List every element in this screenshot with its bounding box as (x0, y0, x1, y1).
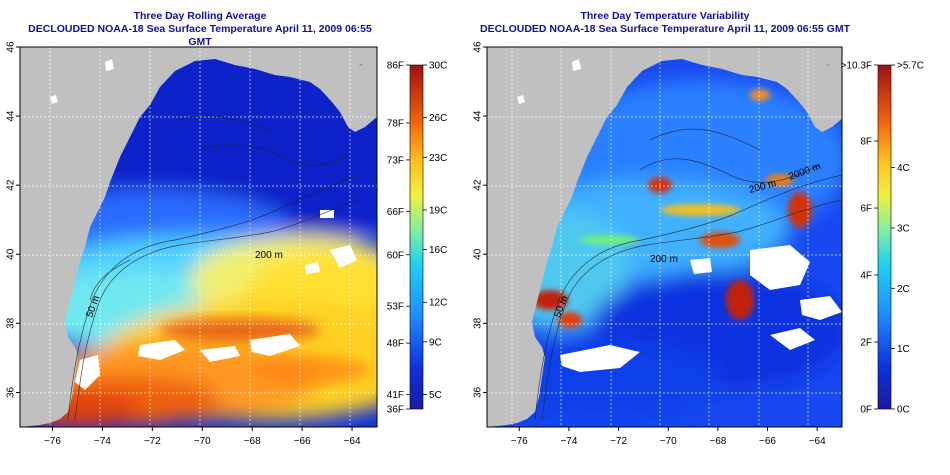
right-colorbar-c-label: 3C (897, 223, 910, 234)
right-colorbar (877, 64, 892, 410)
left-colorbar-c-label: 30C (429, 61, 447, 72)
left-xtick-label: −68 (244, 436, 261, 447)
left-ytick-label: 42 (6, 179, 17, 191)
right-colorbar-f-label: 6F (860, 204, 872, 215)
left-subtitle: DECLOUDED NOAA-18 Sea Surface Temperatur… (28, 23, 372, 48)
left-xtick-label: −70 (194, 436, 211, 447)
right-colorbar-f-label: 0F (860, 405, 872, 416)
right-chart-title: Three Day Temperature Variability DECLOU… (465, 10, 865, 36)
right-ytick-label: 40 (473, 248, 484, 260)
right-ytick-label: 38 (473, 317, 484, 329)
right-xtick-label: −70 (660, 436, 677, 447)
right-xtick-label: −76 (511, 436, 528, 447)
left-colorbar-c-label: 19C (429, 205, 447, 216)
right-colorbar-c-label: 1C (897, 344, 910, 355)
right-contour-label-200m-a: 200 m (650, 254, 678, 265)
left-ytick-label: 36 (6, 386, 17, 398)
left-contour-label-200m: 200 m (255, 250, 283, 261)
left-chart-title: Three Day Rolling Average DECLOUDED NOAA… (20, 10, 380, 49)
right-xtick-label: −74 (560, 436, 577, 447)
right-ytick-label: 42 (473, 179, 484, 191)
left-colorbar-f-label: 73F (387, 155, 404, 166)
right-colorbar-c-label: 0C (897, 405, 910, 416)
right-ytick-label: 36 (473, 386, 484, 398)
right-ytick-label: 44 (473, 110, 484, 122)
right-colorbar-c-label: 4C (897, 163, 910, 174)
right-xtick-label: −72 (610, 436, 627, 447)
left-colorbar-f-label: 78F (387, 118, 404, 129)
right-colorbar-f-label: >10.3F (841, 61, 872, 72)
left-xtick-label: −66 (294, 436, 311, 447)
right-xtick-label: −66 (759, 436, 776, 447)
left-ytick-label: 38 (6, 317, 17, 329)
left-xtick-label: −76 (44, 436, 61, 447)
left-colorbar-c-label: 16C (429, 245, 447, 256)
right-ytick-label: 46 (473, 41, 484, 53)
right-title: Three Day Temperature Variability (580, 10, 750, 22)
right-xtick-label: −68 (709, 436, 726, 447)
left-colorbar (409, 64, 424, 410)
left-colorbar-c-label: 5C (429, 390, 442, 401)
left-colorbar-f-label: 53F (387, 302, 404, 313)
left-colorbar-f-label: 36F (387, 405, 404, 416)
right-map (487, 47, 842, 427)
left-colorbar-c-label: 23C (429, 153, 447, 164)
right-colorbar-f-label: 2F (860, 338, 872, 349)
left-colorbar-c-label: 12C (429, 298, 447, 309)
left-colorbar-f-label: 41F (387, 390, 404, 401)
left-xtick-label: −64 (344, 436, 361, 447)
left-colorbar-c-label: 9C (429, 337, 442, 348)
left-xtick-label: −74 (94, 436, 111, 447)
left-colorbar-f-label: 86F (387, 61, 404, 72)
left-map (20, 47, 377, 427)
right-subtitle: DECLOUDED NOAA-18 Sea Surface Temperatur… (480, 23, 850, 35)
right-colorbar-c-label: >5.7C (897, 61, 924, 72)
left-colorbar-f-label: 48F (387, 339, 404, 350)
right-colorbar-c-label: 2C (897, 284, 910, 295)
left-colorbar-f-label: 60F (387, 250, 404, 261)
left-colorbar-c-label: 26C (429, 113, 447, 124)
left-xtick-label: −72 (144, 436, 161, 447)
left-ytick-label: 44 (6, 110, 17, 122)
left-ytick-label: 46 (6, 41, 17, 53)
left-title: Three Day Rolling Average (133, 10, 267, 22)
right-colorbar-f-label: 4F (860, 271, 872, 282)
right-xtick-label: −64 (809, 436, 826, 447)
left-ytick-label: 40 (6, 248, 17, 260)
left-colorbar-f-label: 66F (387, 207, 404, 218)
right-colorbar-f-label: 8F (860, 137, 872, 148)
